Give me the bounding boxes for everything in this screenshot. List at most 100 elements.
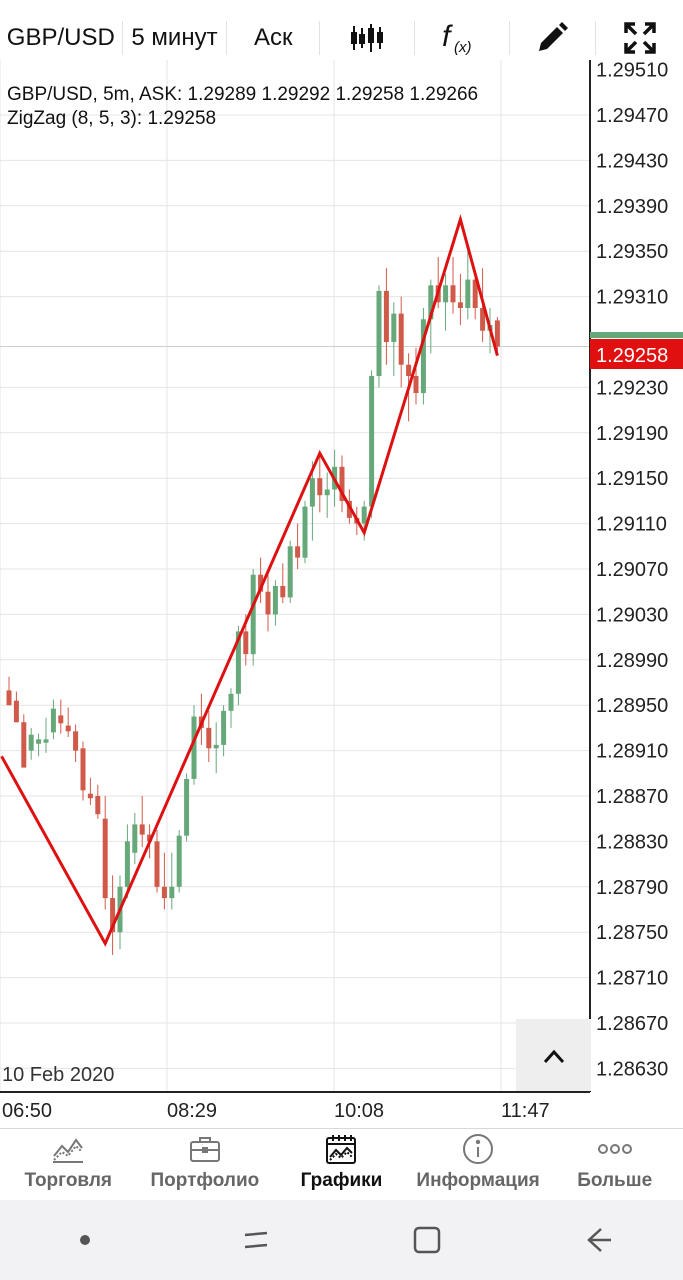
candle xyxy=(302,500,308,564)
nav-item-charts[interactable]: Графики xyxy=(273,1129,410,1200)
fullscreen-button[interactable] xyxy=(596,0,683,76)
candle xyxy=(132,813,138,865)
candle xyxy=(472,273,478,320)
candle xyxy=(28,727,34,760)
price-axis-label: 1.28750 xyxy=(596,922,668,944)
candle-body xyxy=(243,631,249,655)
candle-body xyxy=(295,546,301,558)
candle-body xyxy=(65,725,71,732)
candle-body xyxy=(80,748,86,791)
trade-chart-icon xyxy=(53,1138,84,1163)
candle-body xyxy=(250,574,256,655)
recents-button[interactable] xyxy=(216,1210,296,1270)
candle-body xyxy=(391,313,397,342)
candle-body xyxy=(280,586,286,598)
home-icon xyxy=(413,1226,441,1254)
scroll-to-top-button[interactable] xyxy=(516,1019,591,1091)
candle xyxy=(161,852,167,910)
chart-toolbar: GBP/USD 5 минут Аск f (x) xyxy=(0,0,683,76)
price-axis-label: 1.29390 xyxy=(596,196,668,218)
candle-body xyxy=(472,279,478,308)
candle xyxy=(184,773,190,842)
candle xyxy=(43,717,49,753)
time-axis-label: 10:08 xyxy=(334,1100,384,1122)
candle-body xyxy=(169,886,175,899)
candle xyxy=(383,268,389,365)
candle-body xyxy=(13,700,19,723)
toolbar-divider xyxy=(121,21,123,55)
candle xyxy=(391,302,397,376)
svg-text:(x): (x) xyxy=(454,39,472,56)
system-navigation-bar xyxy=(0,1200,683,1280)
candle xyxy=(295,523,301,569)
drawing-tools-button[interactable] xyxy=(510,0,596,76)
candlestick-icon xyxy=(350,24,383,52)
dot-icon xyxy=(80,1235,91,1245)
timeframe-selector[interactable]: 5 минут xyxy=(131,24,218,51)
candle xyxy=(73,724,79,762)
candle-body xyxy=(465,279,471,308)
expand-icon xyxy=(623,22,656,54)
candle-body xyxy=(398,313,404,365)
toolbar-divider xyxy=(508,21,510,55)
nav-label-info: Информация xyxy=(416,1170,540,1191)
indicator-info-line: ZigZag (8, 5, 3): 1.29258 xyxy=(7,108,216,129)
candle-body xyxy=(383,290,389,342)
symbol-selector[interactable]: GBP/USD xyxy=(6,24,115,51)
indicators-button[interactable]: f (x) xyxy=(415,0,509,76)
candle-body xyxy=(406,364,412,376)
candle-body xyxy=(102,818,108,899)
candle xyxy=(494,317,500,356)
price-axis-label: 1.28830 xyxy=(596,831,668,853)
nav-item-portfolio[interactable]: Портфолио xyxy=(137,1129,274,1200)
bottom-navigation: Торговля Портфолио Графики xyxy=(0,1128,683,1200)
candle-body xyxy=(124,841,130,887)
nav-item-more[interactable]: Больше xyxy=(546,1129,683,1200)
candle xyxy=(339,455,345,513)
candle-body xyxy=(147,834,153,842)
candle xyxy=(13,691,19,723)
candle-body xyxy=(43,739,49,743)
candle-body xyxy=(272,586,278,615)
back-button[interactable] xyxy=(558,1210,638,1270)
toolbar-divider xyxy=(595,21,597,55)
candle xyxy=(191,705,197,785)
more-dots-icon xyxy=(597,1144,632,1154)
candle xyxy=(376,285,382,388)
function-icon: f (x) xyxy=(442,20,472,56)
candle-body xyxy=(443,285,449,303)
back-icon xyxy=(586,1228,611,1252)
candle-body xyxy=(235,631,241,694)
home-button[interactable] xyxy=(387,1210,467,1270)
time-axis-label: 08:29 xyxy=(167,1100,217,1122)
candle xyxy=(154,830,160,893)
price-axis-label: 1.28670 xyxy=(596,1013,668,1035)
candle-body xyxy=(450,285,456,303)
candle-body xyxy=(287,546,293,598)
chart-canvas[interactable]: 1.29510 1.29470 1.29430 1.29390 1.29350 1.293… xyxy=(0,56,683,1128)
price-chart[interactable]: 1.29510 1.29470 1.29430 1.29390 1.29350 1.293… xyxy=(0,56,683,1128)
candle-body xyxy=(428,285,434,320)
candle-body xyxy=(346,500,352,518)
candle-body xyxy=(213,744,219,749)
chart-type-button[interactable] xyxy=(320,0,414,76)
price-axis-label: 1.28790 xyxy=(596,877,668,899)
candle-body xyxy=(339,466,345,501)
price-axis-label: 1.29110 xyxy=(596,514,667,536)
nav-item-trading[interactable]: Торговля xyxy=(0,1129,137,1200)
nav-item-info[interactable]: Информация xyxy=(410,1129,547,1200)
candle-body xyxy=(191,716,197,779)
candle xyxy=(80,741,86,801)
nav-label-charts: Графики xyxy=(300,1170,383,1191)
price-axis-label: 1.29350 xyxy=(596,241,668,263)
price-axis-label: 1.28870 xyxy=(596,786,668,808)
price-type-selector[interactable]: Аск xyxy=(253,24,293,51)
assistant-dot-button[interactable] xyxy=(45,1210,125,1270)
candle xyxy=(465,251,471,320)
chart-info-line: GBP/USD, 5m, ASK: 1.29289 1.29292 1.2925… xyxy=(7,84,478,105)
candle-body xyxy=(324,489,330,496)
candle xyxy=(250,569,256,666)
candle-body xyxy=(413,376,419,393)
candle-body xyxy=(184,779,190,836)
candle xyxy=(317,455,323,513)
